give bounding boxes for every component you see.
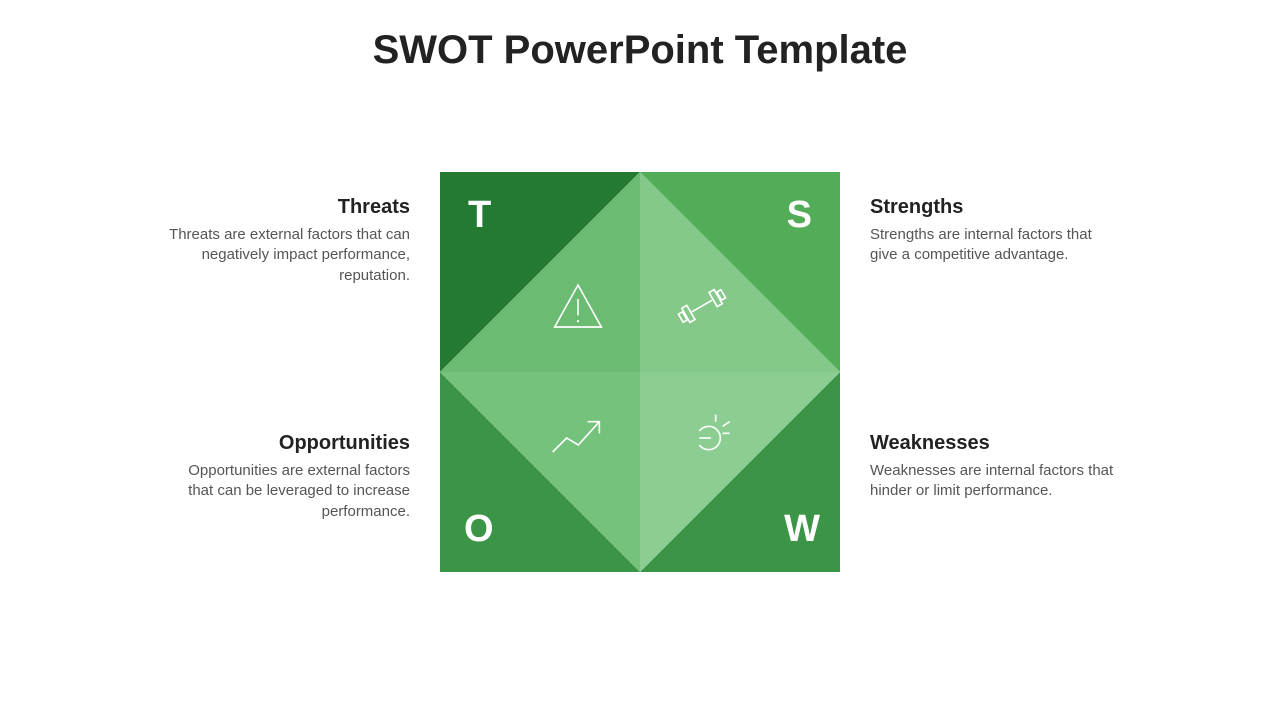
quadrant-strengths: S [640, 172, 840, 372]
broken-link-icon [676, 410, 732, 466]
callout-weaknesses: Weaknesses Weaknesses are internal facto… [870, 432, 1120, 502]
quadrant-opportunities: O [440, 372, 640, 572]
heading-strengths: Strengths [870, 196, 1120, 219]
letter-s: S [787, 196, 812, 234]
trend-up-icon [548, 410, 604, 466]
heading-weaknesses: Weaknesses [870, 432, 1120, 455]
body-weaknesses: Weaknesses are internal factors that hin… [870, 461, 1120, 502]
body-strengths: Strengths are internal factors that give… [870, 225, 1120, 266]
quadrant-weaknesses: W [640, 372, 840, 572]
callout-threats: Threats Threats are external factors tha… [160, 196, 410, 286]
letter-t: T [468, 196, 491, 234]
warning-icon [550, 278, 606, 334]
page-title: SWOT PowerPoint Template [0, 28, 1280, 73]
quadrant-threats: T [440, 172, 640, 372]
body-opportunities: Opportunities are external factors that … [160, 461, 410, 522]
heading-threats: Threats [160, 196, 410, 219]
letter-w: W [784, 510, 820, 548]
body-threats: Threats are external factors that can ne… [160, 225, 410, 286]
letter-o: O [464, 510, 494, 548]
dumbbell-icon [674, 278, 730, 334]
callout-strengths: Strengths Strengths are internal factors… [870, 196, 1120, 266]
heading-opportunities: Opportunities [160, 432, 410, 455]
swot-diagram: T S O W [440, 172, 840, 572]
callout-opportunities: Opportunities Opportunities are external… [160, 432, 410, 522]
